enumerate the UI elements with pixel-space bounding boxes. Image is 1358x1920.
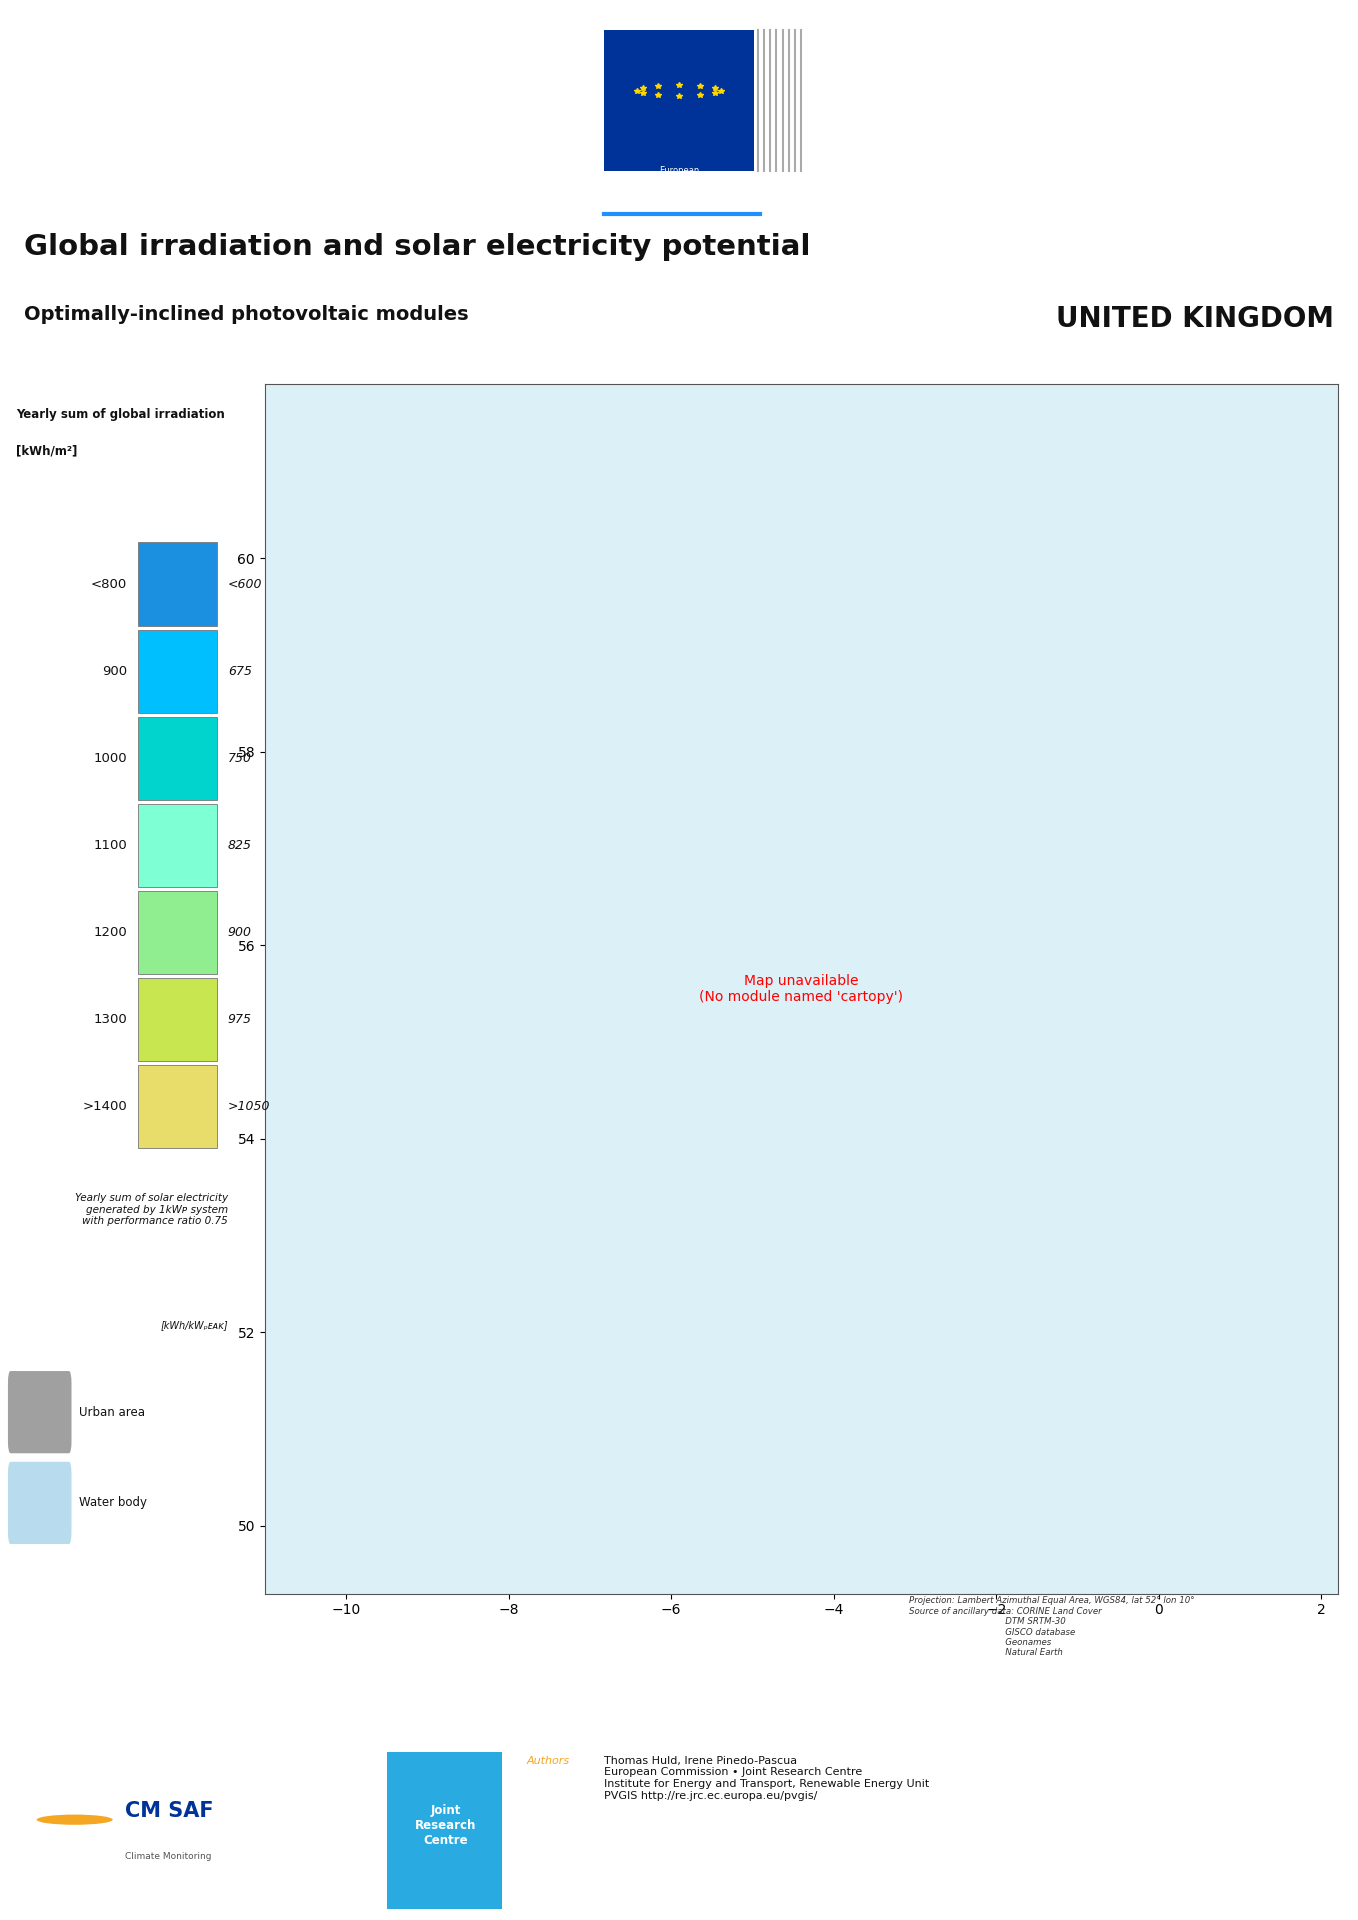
Text: Optimally-inclined photovoltaic modules: Optimally-inclined photovoltaic modules xyxy=(24,305,469,324)
Text: [kWh/kWₚᴇᴀᴋ]: [kWh/kWₚᴇᴀᴋ] xyxy=(160,1321,228,1331)
Text: 975: 975 xyxy=(228,1014,251,1025)
FancyBboxPatch shape xyxy=(8,1371,72,1453)
Text: UNITED KINGDOM: UNITED KINGDOM xyxy=(1055,305,1334,334)
Text: CM SAF: CM SAF xyxy=(125,1801,213,1820)
Bar xyxy=(137,1066,217,1148)
FancyBboxPatch shape xyxy=(8,1461,72,1544)
Text: <800: <800 xyxy=(91,578,128,591)
Text: Urban area: Urban area xyxy=(79,1405,145,1419)
Text: 825: 825 xyxy=(228,839,251,852)
Text: [kWh/m²]: [kWh/m²] xyxy=(16,445,77,457)
Bar xyxy=(137,891,217,973)
Text: 750: 750 xyxy=(228,753,251,764)
Text: <600: <600 xyxy=(228,578,262,591)
Text: Authors: Authors xyxy=(527,1755,570,1766)
Circle shape xyxy=(37,1814,113,1824)
Text: Global irradiation and solar electricity potential: Global irradiation and solar electricity… xyxy=(24,232,811,261)
Text: 1000: 1000 xyxy=(94,753,128,764)
Text: 1100: 1100 xyxy=(94,839,128,852)
Text: Water body: Water body xyxy=(79,1496,148,1509)
Text: Climate Monitoring: Climate Monitoring xyxy=(125,1851,212,1860)
Text: European
Commission: European Commission xyxy=(653,165,705,186)
Text: 675: 675 xyxy=(228,664,251,678)
Bar xyxy=(137,977,217,1062)
Bar xyxy=(137,716,217,801)
Bar xyxy=(387,1753,502,1908)
Text: Joint
Research
Centre: Joint Research Centre xyxy=(414,1803,477,1847)
Bar xyxy=(137,543,217,626)
Text: 1200: 1200 xyxy=(94,925,128,939)
Text: Map unavailable
(No module named 'cartopy'): Map unavailable (No module named 'cartop… xyxy=(699,973,903,1004)
Text: 900: 900 xyxy=(228,925,251,939)
Text: >1050: >1050 xyxy=(228,1100,270,1114)
Text: 900: 900 xyxy=(102,664,128,678)
Text: Projection: Lambert Azimuthal Equal Area, WGS84, lat 52° lon 10°
Source of ancil: Projection: Lambert Azimuthal Equal Area… xyxy=(909,1597,1194,1657)
Text: Yearly sum of global irradiation: Yearly sum of global irradiation xyxy=(16,409,224,420)
FancyBboxPatch shape xyxy=(604,31,754,171)
Bar xyxy=(137,630,217,712)
Text: Thomas Huld, Irene Pinedo-Pascua
European Commission • Joint Research Centre
Ins: Thomas Huld, Irene Pinedo-Pascua Europea… xyxy=(604,1755,930,1801)
Bar xyxy=(137,804,217,887)
Text: Yearly sum of solar electricity
generated by 1kWᴘ system
with performance ratio : Yearly sum of solar electricity generate… xyxy=(75,1192,228,1227)
Text: 1300: 1300 xyxy=(94,1014,128,1025)
Text: >1400: >1400 xyxy=(83,1100,128,1114)
